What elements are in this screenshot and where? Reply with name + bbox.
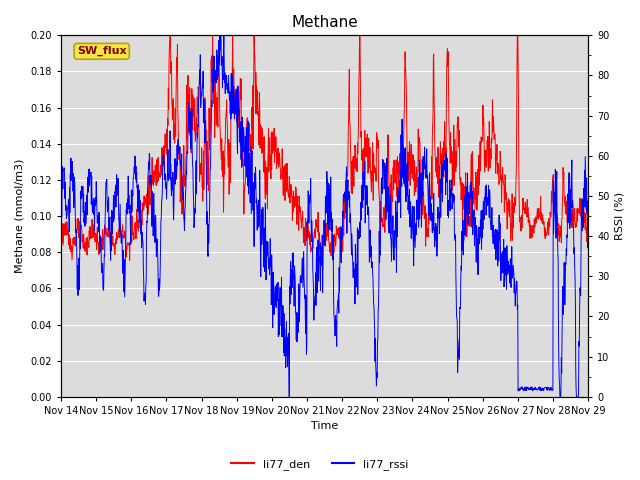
li77_rssi: [57, 208, 65, 214]
li77_den: [126, 257, 134, 263]
li77_rssi: [98, 270, 106, 276]
li77_den: [292, 185, 300, 191]
X-axis label: Time: Time: [311, 421, 338, 432]
li77_den: [302, 216, 310, 222]
li77_rssi: [120, 247, 127, 253]
li77_den: [584, 222, 592, 228]
li77_den: [120, 235, 127, 241]
li77_den: [282, 175, 289, 180]
li77_rssi: [302, 331, 310, 336]
Legend: li77_den, li77_rssi: li77_den, li77_rssi: [227, 455, 413, 474]
li77_rssi: [292, 337, 300, 343]
Line: li77_rssi: li77_rssi: [61, 36, 588, 397]
Title: Methane: Methane: [291, 15, 358, 30]
Line: li77_den: li77_den: [61, 26, 588, 260]
Y-axis label: RSSI (%): RSSI (%): [615, 192, 625, 240]
li77_den: [98, 247, 106, 252]
li77_rssi: [584, 230, 592, 236]
Y-axis label: Methane (mmol/m3): Methane (mmol/m3): [15, 159, 25, 273]
li77_rssi: [358, 192, 365, 198]
li77_den: [358, 157, 365, 163]
li77_den: [166, 24, 174, 29]
li77_rssi: [285, 394, 293, 400]
li77_rssi: [281, 352, 289, 358]
li77_rssi: [216, 33, 224, 38]
Text: SW_flux: SW_flux: [77, 46, 127, 57]
li77_den: [57, 241, 65, 247]
